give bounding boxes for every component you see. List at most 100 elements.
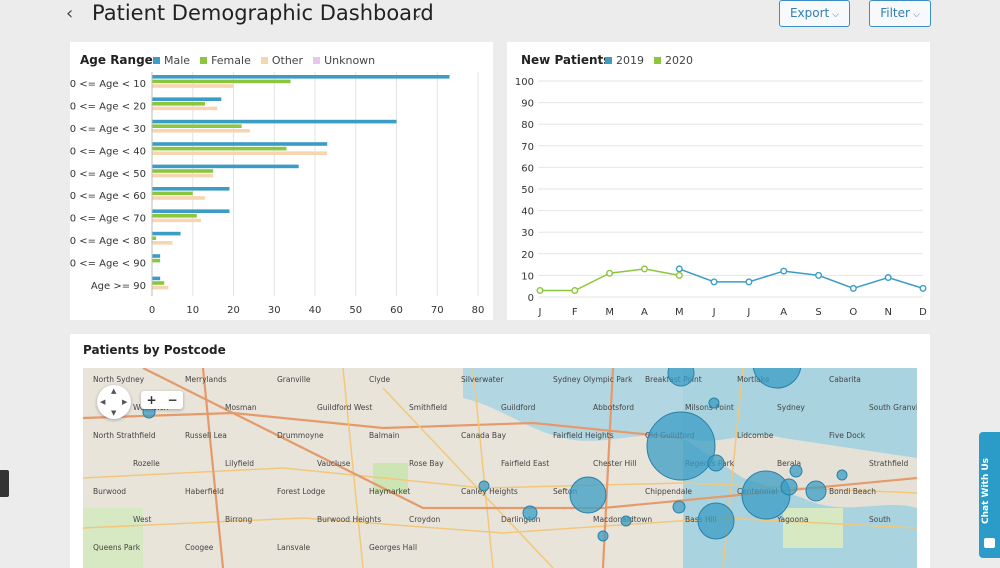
data-point-2020: [675, 271, 683, 279]
pan-up-icon[interactable]: ▲: [111, 387, 117, 395]
zoom-in-button[interactable]: +: [146, 393, 157, 407]
bar-other: [152, 106, 218, 111]
patient-count-bubble: [708, 397, 720, 409]
patient-count-bubble: [836, 469, 848, 481]
age-range-chart: 0 10 20 30 40 50 60 70 80 0 <= Age < 10 10 <= Age …: [70, 72, 484, 316]
x-tick-label: 30: [268, 305, 281, 316]
bar-other: [152, 84, 234, 88]
legend-item-2019[interactable]: 2019: [605, 54, 644, 67]
pan-down-icon[interactable]: ▼: [111, 409, 117, 417]
chevron-down-icon: ⌵: [912, 10, 920, 20]
place-label: Mosman: [225, 403, 257, 412]
y-category-label: 30 <= Age < 40: [70, 146, 146, 157]
bar-other: [152, 129, 250, 133]
place-label: Birrong: [225, 515, 252, 524]
y-category-label: Age >= 90: [91, 281, 146, 292]
legend-item-other[interactable]: Other: [260, 54, 304, 67]
legend-swatch: [313, 57, 321, 64]
x-tick-label: A: [641, 307, 648, 318]
legend-swatch: [654, 57, 661, 64]
place-label: North Sydney: [93, 375, 145, 384]
place-label: Burwood Heights: [317, 515, 381, 524]
place-labels: North Sydney Merrylands Granville Clyde Silv…: [93, 375, 917, 552]
place-label: Rozelle: [133, 459, 160, 468]
place-label: Sydney Olympic Park: [553, 375, 633, 384]
x-tick-label: 0: [149, 305, 155, 316]
feedback-tab-icon[interactable]: [0, 470, 9, 497]
zoom-out-button[interactable]: −: [167, 393, 178, 407]
chat-label: Chat With Us: [981, 457, 991, 524]
pan-right-icon[interactable]: ▶: [122, 398, 128, 406]
y-tick-label: 20: [521, 250, 534, 261]
bar-female: [152, 281, 165, 285]
place-label: Burwood: [93, 487, 126, 496]
place-label: Lidcombe: [737, 431, 774, 440]
x-tick-label: D: [919, 307, 927, 318]
park-area: [783, 508, 843, 548]
bar-male: [152, 97, 222, 101]
page-title: Patient Demographic Dashboard: [92, 1, 434, 25]
y-category-label: 70 <= Age < 80: [70, 236, 146, 247]
legend-swatch: [153, 57, 160, 64]
y-tick-label: 90: [521, 99, 534, 110]
road: [472, 368, 494, 568]
patient-count-bubble: [752, 368, 802, 389]
bar-male: [152, 119, 397, 124]
road: [201, 368, 225, 568]
legend-label: Unknown: [324, 54, 376, 67]
chevron-down-icon[interactable]: ⌄: [413, 8, 423, 21]
data-point-2019: [815, 271, 823, 279]
chevron-left-icon[interactable]: ‹: [66, 3, 74, 24]
bar-other: [152, 241, 173, 245]
place-label: North Strathfield: [93, 431, 156, 440]
legend-label: 2019: [616, 54, 644, 67]
data-point-2019: [919, 284, 927, 292]
x-tick-label: 10: [186, 305, 199, 316]
place-label: Sydney: [777, 403, 805, 412]
x-tick-label: 40: [309, 305, 322, 316]
chat-with-us-tab[interactable]: Chat With Us: [979, 432, 1000, 558]
legend-label: Male: [164, 54, 191, 67]
place-label: Canley Heights: [461, 487, 518, 496]
map-canvas[interactable]: North Sydney Merrylands Granville Clyde Silv…: [83, 368, 917, 568]
new-patients-legend: 2019 2020: [605, 54, 693, 67]
legend-item-female[interactable]: Female: [200, 54, 251, 67]
place-label: Rose Bay: [409, 459, 444, 468]
data-point-2019: [780, 267, 788, 275]
y-tick-label: 70: [521, 142, 534, 153]
place-label: Cabarita: [829, 375, 861, 384]
data-point-2020: [606, 269, 614, 277]
place-label: Granville: [277, 375, 311, 384]
x-tick-label: A: [780, 307, 787, 318]
y-category-label: 60 <= Age < 70: [70, 214, 146, 225]
place-label: Smithfield: [409, 403, 447, 412]
x-tick-label: J: [538, 307, 542, 318]
x-tick-label: 60: [390, 305, 403, 316]
legend-item-unknown[interactable]: Unknown: [313, 54, 375, 67]
bar-female: [152, 191, 193, 196]
patient-count-bubble: [478, 480, 490, 492]
patient-count-bubble: [707, 454, 725, 472]
park-area: [83, 508, 143, 568]
new-patients-card: New Patients 2019 2020 0 10 20 30 40 50 60 70 80…: [507, 42, 930, 320]
data-point-2019: [710, 278, 718, 286]
filter-button[interactable]: Filter ⌵: [869, 0, 931, 27]
postcode-map[interactable]: North Sydney Merrylands Granville Clyde Silv…: [83, 368, 917, 568]
x-tick-label: J: [746, 307, 750, 318]
legend-item-male[interactable]: Male: [153, 54, 190, 67]
place-label: Russell Lea: [185, 431, 227, 440]
place-label: Coogee: [185, 543, 214, 552]
place-label: South: [869, 515, 891, 524]
place-label: Guildford: [501, 403, 536, 412]
legend-label: Other: [271, 54, 304, 67]
pan-left-icon[interactable]: ◀: [100, 398, 106, 406]
export-button[interactable]: Export ⌵: [779, 0, 850, 27]
pan-control[interactable]: ▲ ▼ ◀ ▶: [97, 385, 131, 419]
bar-female: [152, 79, 291, 84]
legend-swatch: [200, 57, 208, 64]
legend-item-2020[interactable]: 2020: [654, 54, 693, 67]
place-label: Vaucluse: [317, 459, 351, 468]
place-label: Fairfield East: [501, 459, 549, 468]
x-tick-label: J: [712, 307, 716, 318]
x-tick-label: M: [605, 307, 614, 318]
